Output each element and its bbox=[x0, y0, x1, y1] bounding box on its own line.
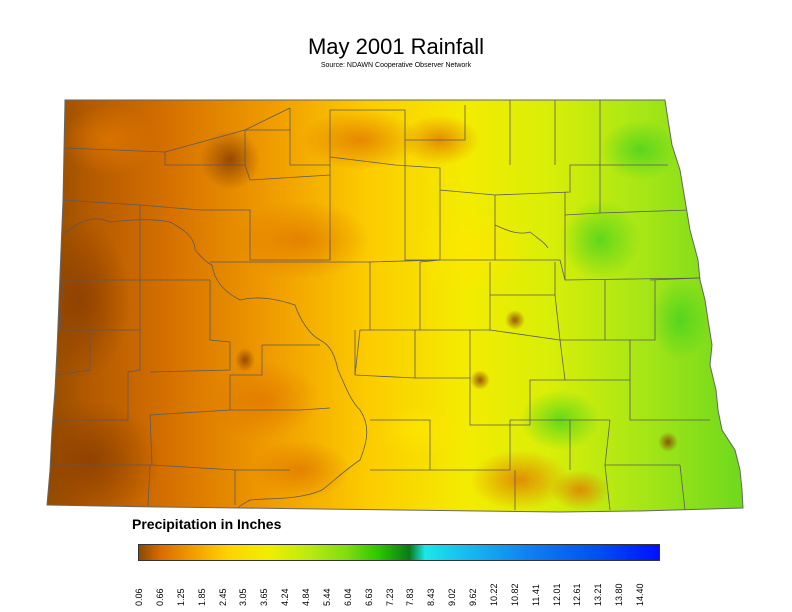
county-boundaries bbox=[50, 100, 710, 511]
map-title: May 2001 Rainfall bbox=[307, 34, 485, 59]
map-subtitle: Source: NDAWN Cooperative Observer Netwo… bbox=[320, 62, 472, 69]
legend-colorbar bbox=[138, 544, 660, 561]
state-outline bbox=[46, 99, 744, 513]
state-fill bbox=[47, 100, 743, 512]
legend-title: Precipitation in Inches bbox=[132, 516, 282, 532]
